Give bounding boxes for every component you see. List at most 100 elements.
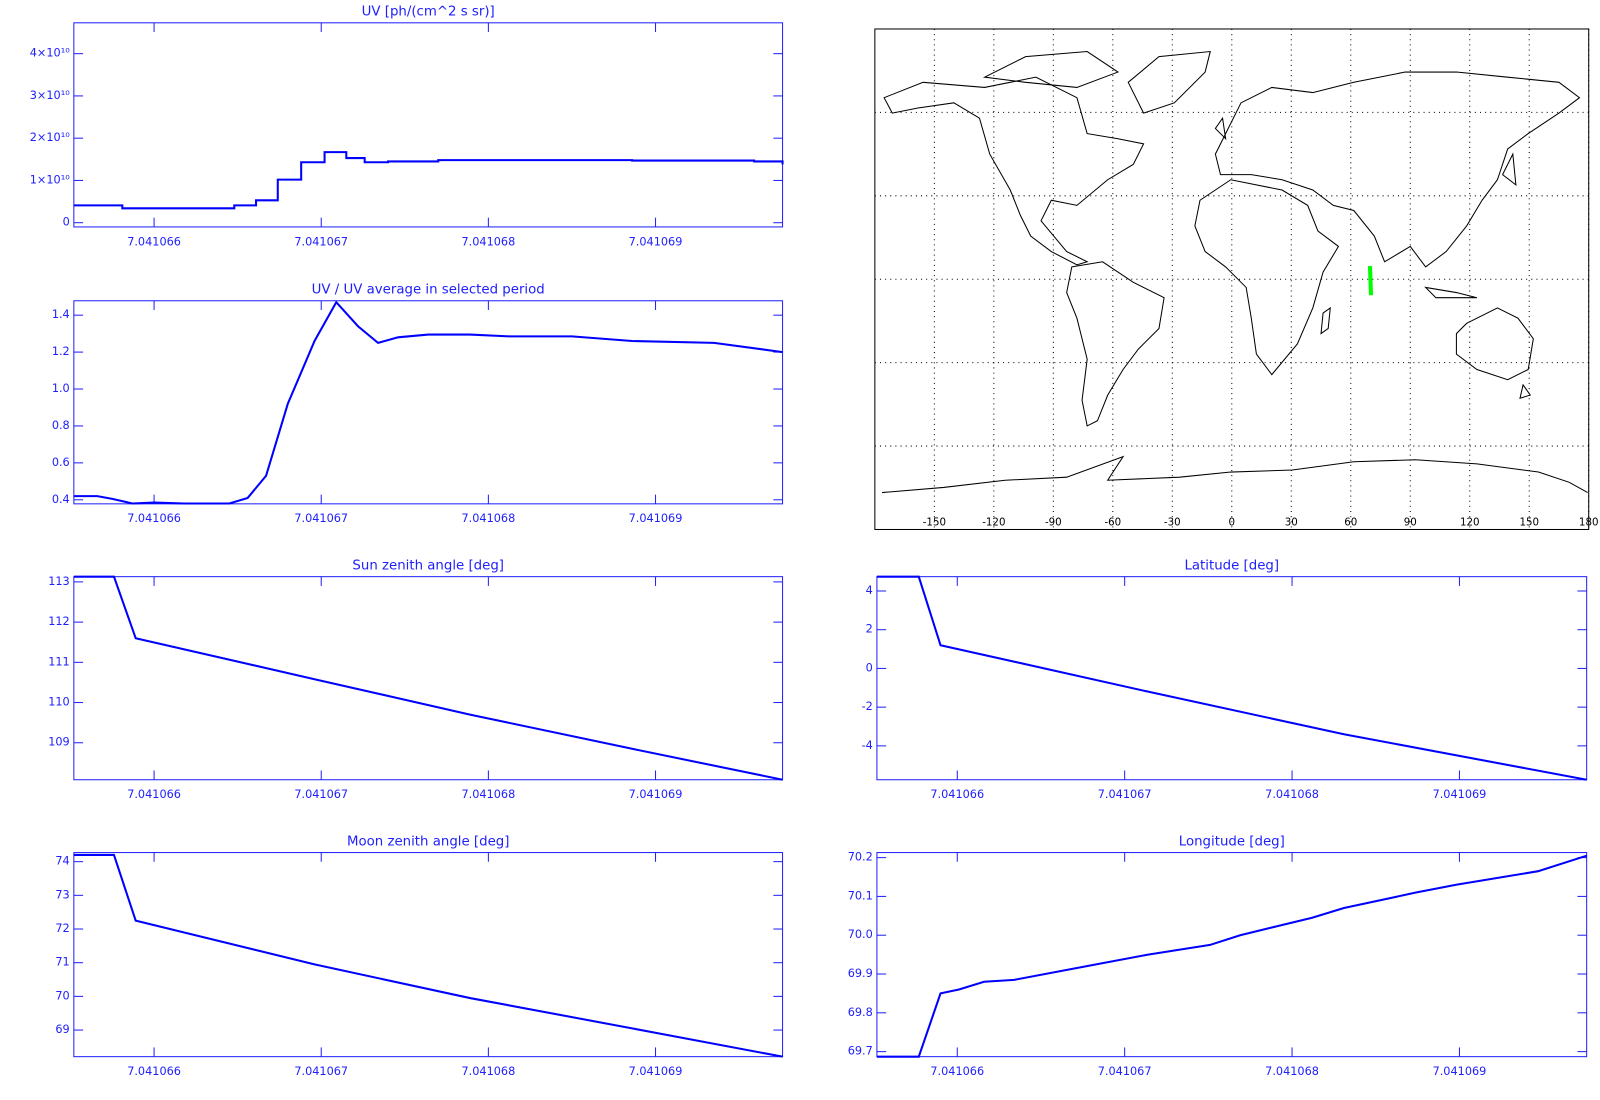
y-tick-label: 69 — [55, 1023, 69, 1036]
coastline — [982, 51, 1120, 88]
y-tick-label: 73 — [55, 888, 69, 901]
satellite-track — [1367, 265, 1374, 296]
coastline — [1127, 50, 1211, 114]
y-tick-label: 2×10¹⁰ — [30, 131, 70, 144]
x-tick-label: 7.041069 — [629, 788, 683, 801]
data-line — [73, 853, 783, 1058]
y-tick-label: 0.4 — [52, 493, 70, 506]
x-tick-label: 7.041069 — [1433, 788, 1487, 801]
y-tick-label: 69.8 — [848, 1006, 873, 1019]
x-tick-label: 0 — [1229, 516, 1236, 528]
y-tick-label: 109 — [48, 736, 70, 749]
coastline — [882, 455, 1588, 494]
plot-frame — [73, 22, 784, 228]
coastline — [1066, 261, 1165, 427]
x-tick-label: 7.041068 — [461, 512, 515, 525]
x-tick-label: 30 — [1285, 516, 1298, 528]
x-tick-label: 180 — [1579, 516, 1599, 528]
x-tick-label: 7.041066 — [127, 512, 181, 525]
x-tick-label: -150 — [923, 516, 946, 528]
y-tick-label: -4 — [862, 739, 873, 752]
y-tick-label: 69.7 — [848, 1045, 873, 1058]
x-tick-label: 7.041066 — [930, 788, 984, 801]
y-tick-label: 2 — [866, 623, 873, 636]
x-tick-label: -120 — [982, 516, 1005, 528]
coastline — [1455, 307, 1534, 381]
x-tick-label: 7.041069 — [629, 512, 683, 525]
y-tick-label: 3×10¹⁰ — [30, 89, 70, 102]
y-tick-label: 113 — [48, 575, 70, 588]
x-tick-label: -90 — [1045, 516, 1062, 528]
x-tick-label: 7.041069 — [629, 235, 683, 248]
y-tick-label: -2 — [862, 700, 873, 713]
x-tick-label: 7.041066 — [127, 1065, 181, 1078]
y-tick-label: 0 — [866, 661, 873, 674]
coastline — [1194, 179, 1340, 376]
x-tick-label: 7.041067 — [1098, 1065, 1152, 1078]
y-tick-label: 0 — [63, 216, 70, 229]
coastline — [883, 76, 1145, 266]
x-tick-label: 120 — [1460, 516, 1480, 528]
data-line — [73, 575, 783, 781]
chart-title: Latitude [deg] — [1184, 558, 1279, 573]
chart-title: UV / UV average in selected period — [312, 282, 545, 297]
plot-frame — [73, 576, 784, 781]
data-line — [876, 575, 1587, 781]
y-tick-label: 110 — [48, 696, 70, 709]
x-tick-label: 7.041066 — [127, 235, 181, 248]
y-tick-label: 4×10¹⁰ — [30, 47, 70, 60]
y-tick-label: 112 — [48, 615, 70, 628]
y-tick-label: 72 — [55, 922, 69, 935]
x-tick-label: 7.041067 — [294, 788, 348, 801]
x-tick-label: -60 — [1104, 516, 1121, 528]
x-tick-label: 150 — [1519, 516, 1539, 528]
y-tick-label: 0.8 — [52, 419, 70, 432]
x-tick-label: 60 — [1344, 516, 1357, 528]
chart-title: Sun zenith angle [deg] — [352, 558, 504, 573]
x-tick-label: 7.041068 — [461, 788, 515, 801]
plot-frame — [874, 28, 1590, 530]
plot-frame — [876, 852, 1588, 1058]
x-tick-label: 7.041067 — [1098, 788, 1152, 801]
x-tick-label: 7.041068 — [461, 235, 515, 248]
chart-title: Longitude [deg] — [1179, 834, 1285, 849]
plot-frame — [73, 852, 784, 1058]
y-tick-label: 4 — [866, 584, 873, 597]
plot-frame — [73, 300, 784, 505]
y-tick-label: 1.4 — [52, 308, 70, 321]
y-tick-label: 1.2 — [52, 345, 70, 358]
x-tick-label: 7.041066 — [127, 788, 181, 801]
y-tick-label: 74 — [55, 855, 69, 868]
x-tick-label: -30 — [1164, 516, 1181, 528]
coastline — [1214, 71, 1581, 268]
coastlines — [882, 50, 1588, 494]
data-line — [876, 854, 1587, 1058]
coastline — [1214, 116, 1532, 399]
y-tick-label: 0.6 — [52, 456, 70, 469]
chart-title: UV [ph/(cm^2 s sr)] — [362, 5, 495, 20]
y-tick-label: 69.9 — [848, 967, 873, 980]
y-tick-label: 70.0 — [848, 928, 873, 941]
x-tick-label: 7.041068 — [1265, 788, 1319, 801]
x-tick-label: 7.041067 — [294, 235, 348, 248]
chart-title: Moon zenith angle [deg] — [347, 834, 509, 849]
y-tick-label: 70.1 — [848, 889, 873, 902]
x-tick-label: 7.041067 — [294, 512, 348, 525]
x-tick-label: 7.041069 — [629, 1065, 683, 1078]
data-line — [73, 300, 783, 505]
y-tick-label: 1.0 — [52, 382, 70, 395]
x-tick-label: 90 — [1404, 516, 1417, 528]
y-tick-label: 71 — [55, 956, 69, 969]
x-tick-label: 7.041068 — [1265, 1065, 1319, 1078]
y-tick-label: 1×10¹⁰ — [30, 173, 70, 186]
x-tick-label: 7.041068 — [461, 1065, 515, 1078]
x-tick-label: 7.041067 — [294, 1065, 348, 1078]
x-tick-label: 7.041069 — [1433, 1065, 1487, 1078]
y-tick-label: 70 — [55, 989, 69, 1002]
data-line — [73, 151, 784, 210]
x-tick-label: 7.041066 — [930, 1065, 984, 1078]
plot-frame — [876, 576, 1588, 781]
y-tick-label: 70.2 — [848, 851, 873, 864]
